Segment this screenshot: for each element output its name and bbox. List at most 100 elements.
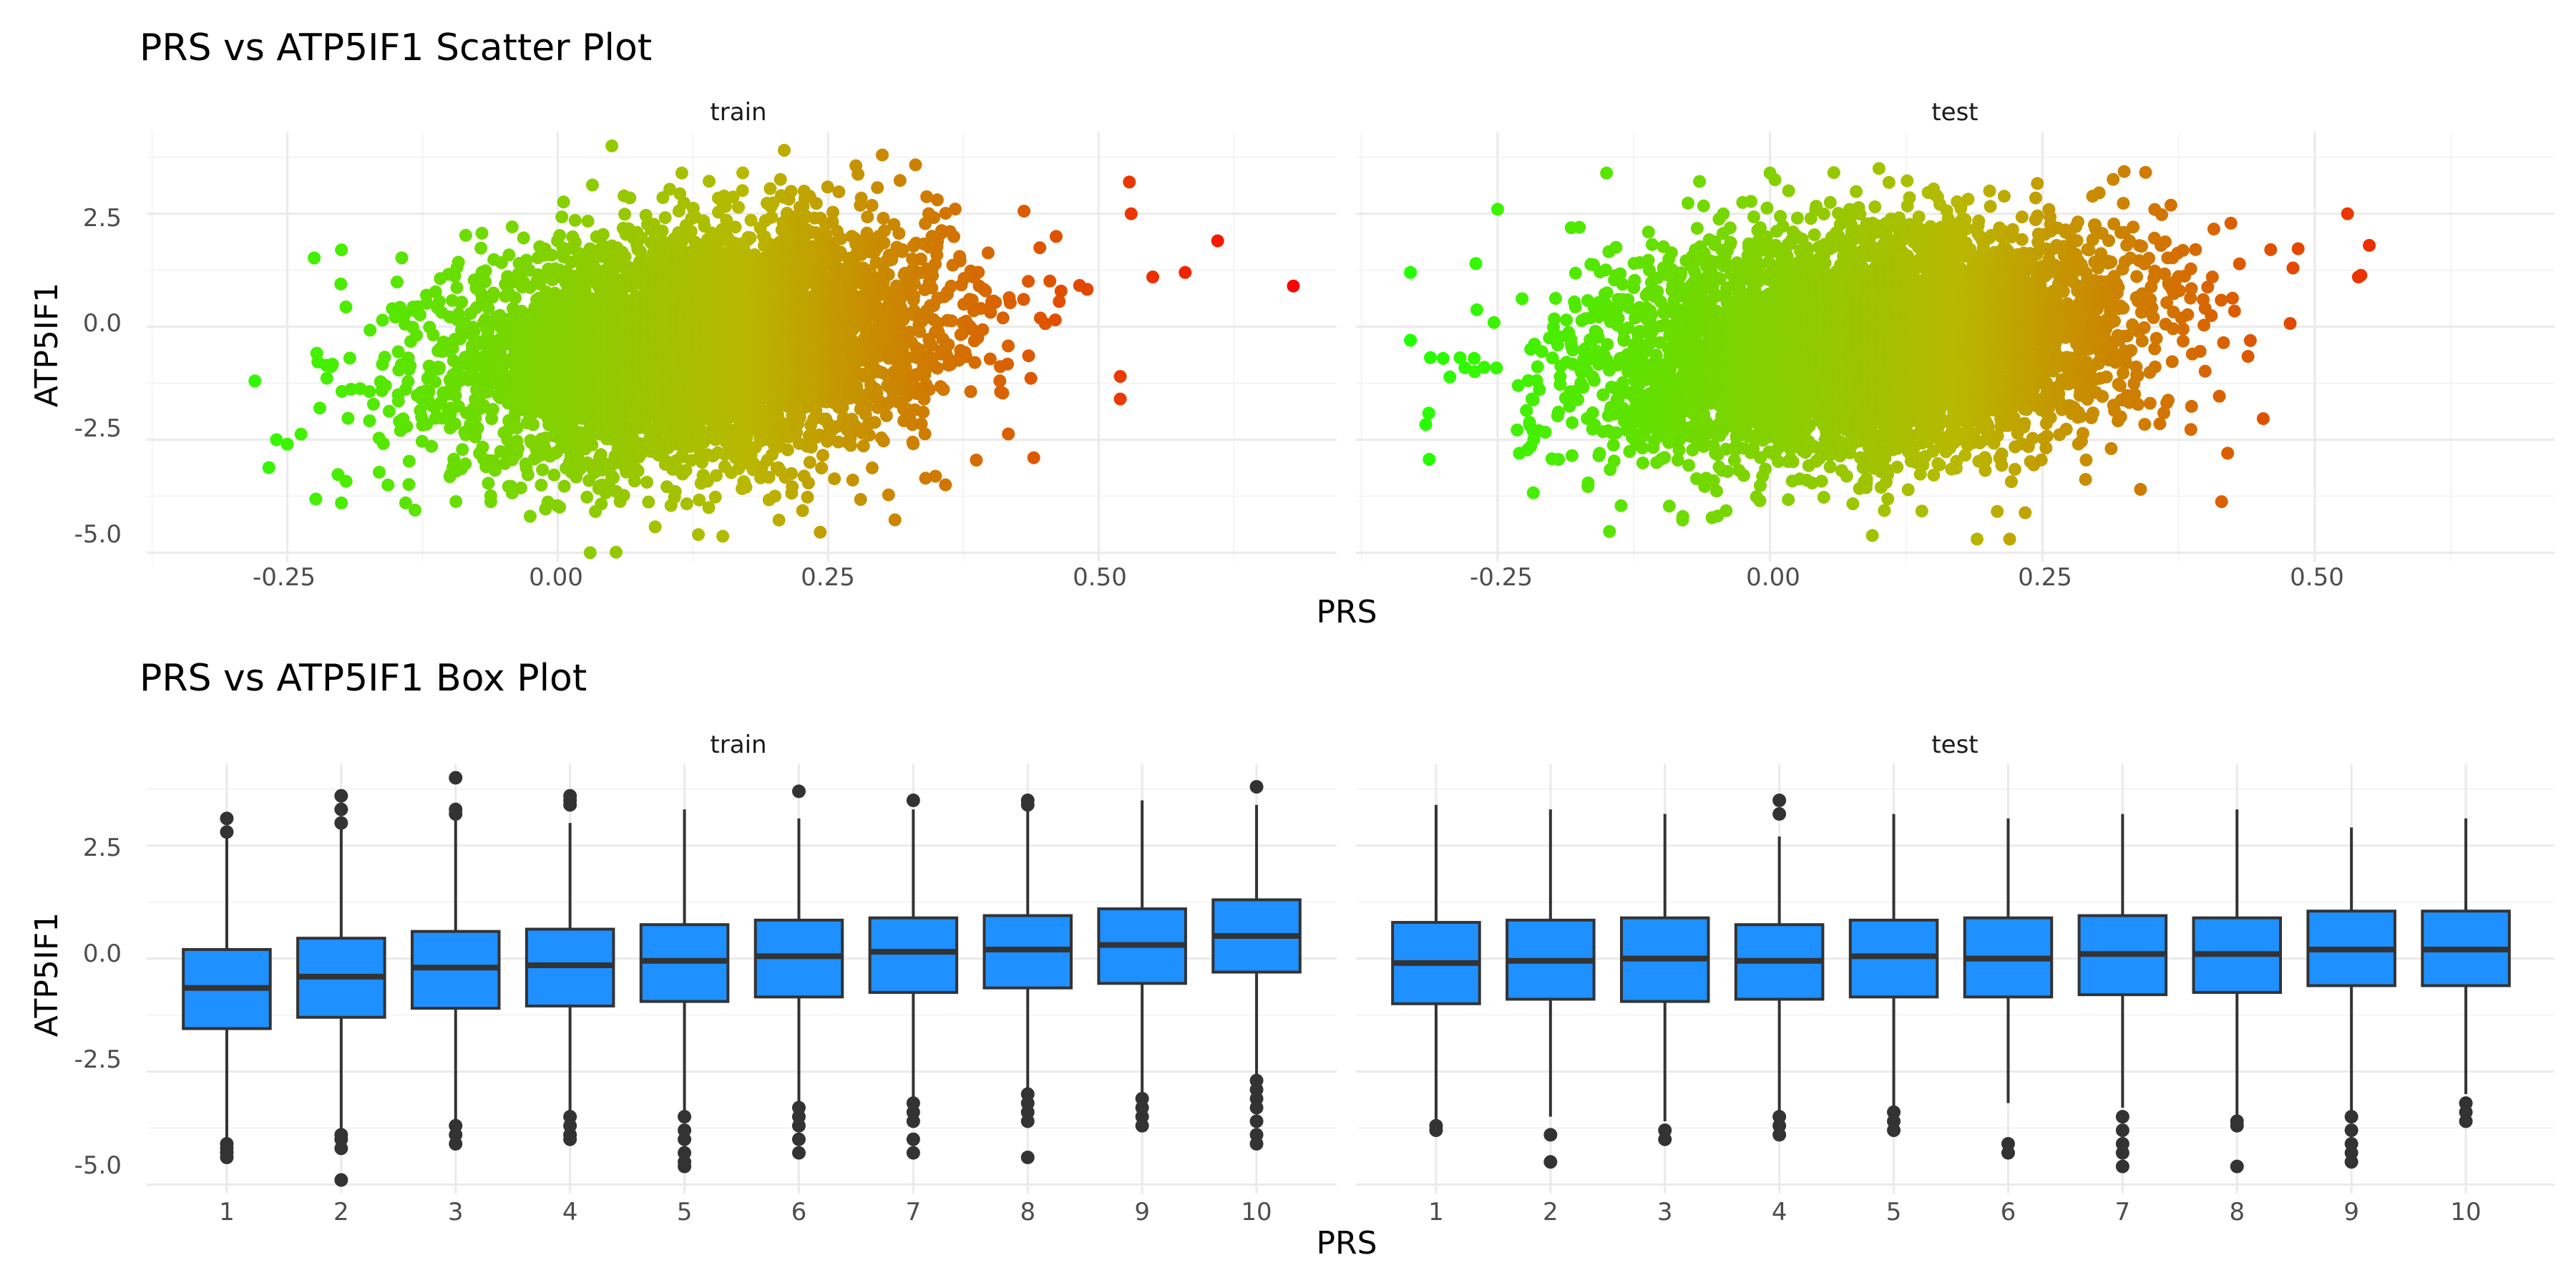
scatter-point <box>476 440 489 454</box>
scatter-point <box>308 251 321 265</box>
scatter-point <box>785 467 799 480</box>
scatter-strip-train: train <box>710 98 766 127</box>
scatter-point <box>523 509 537 523</box>
scatter-point <box>854 191 868 205</box>
scatter-point <box>765 210 779 224</box>
scatter-point <box>834 232 848 245</box>
scatter-point <box>474 241 488 255</box>
scatter-point <box>309 492 323 506</box>
scatter-point <box>585 178 599 192</box>
scatter-point <box>655 224 669 238</box>
scatter-point <box>580 490 594 504</box>
scatter-point <box>618 208 632 221</box>
scatter-point <box>326 358 339 371</box>
scatter-point <box>568 213 582 227</box>
scatter-point <box>376 436 390 450</box>
scatter-point <box>294 427 308 441</box>
scatter-point <box>517 231 530 245</box>
scatter-points-train <box>248 139 1300 560</box>
scatter-point <box>801 477 815 489</box>
scatter-point <box>400 419 414 433</box>
scatter-point <box>844 439 857 452</box>
scatter-point <box>402 454 416 468</box>
scatter-point <box>809 197 823 210</box>
scatter-point <box>335 496 348 509</box>
scatter-point <box>854 493 867 506</box>
scatter-point <box>479 264 492 278</box>
scatter-title: PRS vs ATP5IF1 Scatter Plot <box>140 26 652 69</box>
scatter-point <box>449 494 463 508</box>
scatter-point <box>378 351 391 364</box>
scatter-point <box>668 484 682 498</box>
scatter-point <box>882 488 895 502</box>
scatter-point <box>410 328 423 342</box>
scatter-point <box>414 308 426 322</box>
scatter-point <box>509 291 522 305</box>
scatter-point <box>743 231 757 245</box>
scatter-point <box>512 441 525 455</box>
scatter-point <box>585 438 599 452</box>
scatter-point <box>877 434 890 448</box>
scatter-point <box>381 478 395 492</box>
scatter-point <box>488 464 502 477</box>
scatter-point <box>376 313 389 327</box>
scatter-point <box>555 210 569 224</box>
scatter-point <box>482 477 495 490</box>
scatter-point <box>865 199 879 212</box>
scatter-point <box>521 468 535 482</box>
scatter-point <box>605 139 619 152</box>
scatter-point <box>716 530 730 543</box>
scatter-point <box>335 243 348 257</box>
scatter-point <box>313 401 326 415</box>
scatter-point <box>339 474 353 488</box>
scatter-point <box>642 495 655 509</box>
scatter-point <box>553 500 567 514</box>
scatter-point <box>415 434 429 448</box>
scatter-point <box>784 185 798 198</box>
scatter-point <box>341 411 355 425</box>
scatter-point <box>769 489 781 503</box>
scatter-point <box>422 385 436 399</box>
scatter-point <box>486 403 499 416</box>
scatter-point <box>469 411 482 425</box>
scatter-point <box>479 275 492 288</box>
scatter-point <box>814 525 827 539</box>
scatter-point <box>363 385 376 399</box>
scatter-point <box>557 195 570 209</box>
scatter-point <box>781 443 794 457</box>
scatter-point <box>363 414 376 428</box>
scatter-point <box>536 463 550 477</box>
scatter-point <box>596 228 610 241</box>
scatter-point <box>852 167 865 181</box>
scatter-point <box>398 308 411 321</box>
scatter-point <box>519 253 533 267</box>
scatter-point <box>391 345 405 358</box>
scatter-point <box>815 462 829 474</box>
scatter-point <box>801 490 814 504</box>
scatter-point <box>452 307 465 321</box>
scatter-point <box>581 215 595 228</box>
scatter-point <box>703 175 716 188</box>
scatter-point <box>857 439 870 453</box>
scatter-point <box>391 394 405 408</box>
scatter-point <box>459 228 472 242</box>
scatter-point <box>399 496 412 509</box>
scatter-point <box>510 421 524 434</box>
scatter-point <box>862 429 876 442</box>
scatter-point <box>484 489 497 502</box>
scatter-point <box>379 379 392 392</box>
scatter-section: PRS vs ATP5IF1 Scatter Plot train test -… <box>29 26 2555 630</box>
scatter-point <box>617 489 630 502</box>
scatter-point <box>390 275 404 289</box>
scatter-point <box>816 449 829 462</box>
scatter-point <box>467 325 481 338</box>
scatter-point <box>631 464 645 478</box>
scatter-point <box>447 452 461 466</box>
scatter-point <box>736 184 749 197</box>
scatter-point <box>888 513 902 527</box>
scatter-point <box>280 437 294 451</box>
scatter-point <box>373 465 386 479</box>
scatter-point <box>623 191 637 205</box>
scatter-point <box>402 478 416 492</box>
